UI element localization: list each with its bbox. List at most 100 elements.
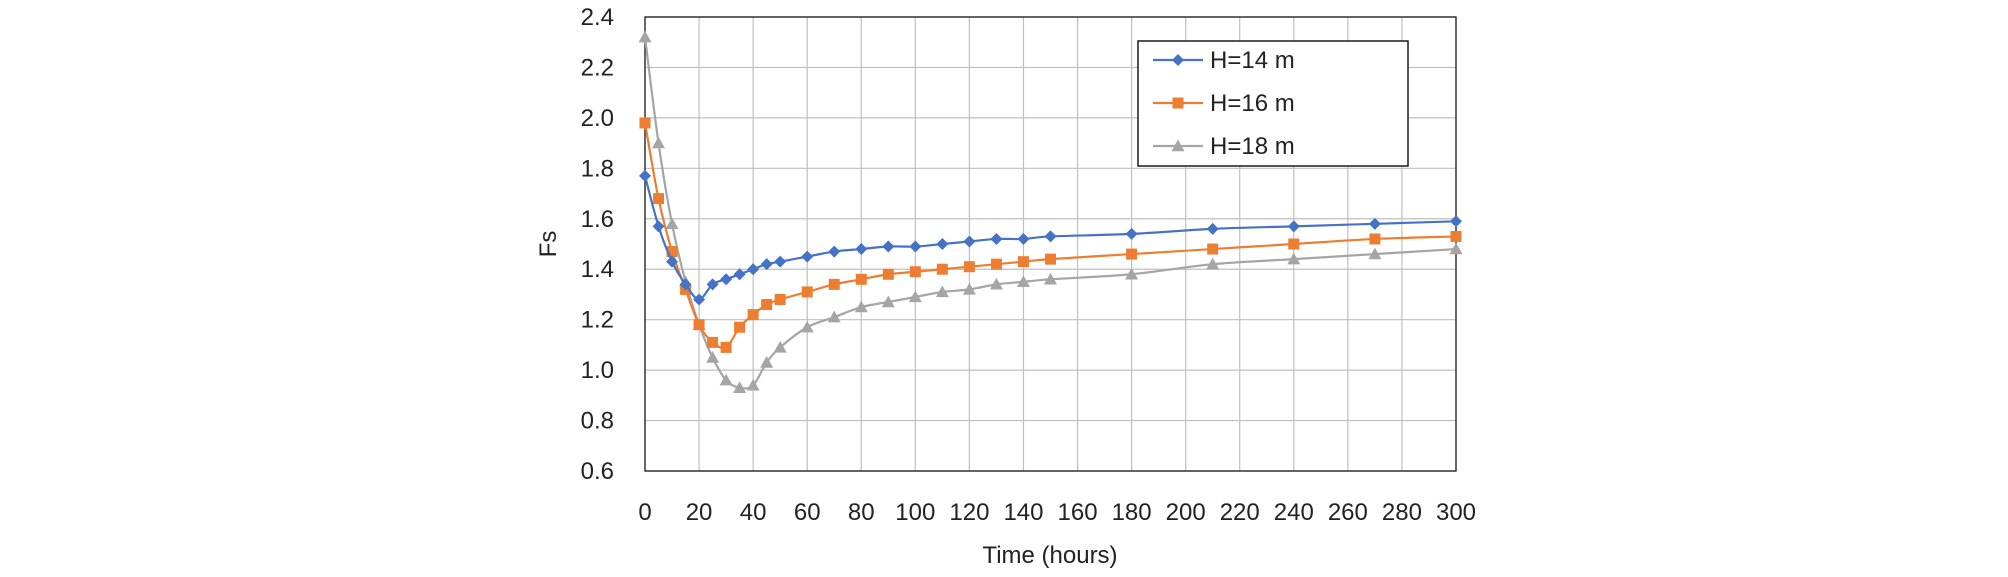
data-point bbox=[733, 381, 747, 393]
data-point bbox=[774, 293, 786, 305]
data-point bbox=[1449, 242, 1463, 255]
y-tick-label: 1.2 bbox=[581, 307, 614, 334]
y-tick-label: 0.6 bbox=[581, 458, 614, 485]
x-tick-label: 180 bbox=[1112, 499, 1152, 526]
data-point bbox=[693, 293, 706, 306]
data-point bbox=[747, 263, 760, 276]
data-point bbox=[666, 255, 679, 268]
data-point bbox=[1368, 247, 1382, 260]
x-tick-label: 160 bbox=[1058, 499, 1098, 526]
x-tick-label: 0 bbox=[638, 499, 651, 526]
data-point bbox=[881, 295, 895, 308]
x-tick-label: 280 bbox=[1382, 499, 1422, 526]
legend-items: H=14 m H=16 m H=18 m bbox=[1153, 47, 1295, 160]
data-point bbox=[652, 136, 666, 149]
y-axis-label: Fs bbox=[535, 231, 562, 258]
data-point bbox=[1288, 238, 1300, 250]
x-tick-label: 100 bbox=[895, 499, 935, 526]
legend-item: H=16 m bbox=[1153, 90, 1295, 117]
data-point bbox=[720, 273, 733, 286]
data-point bbox=[935, 285, 949, 298]
data-point bbox=[693, 319, 705, 331]
data-point bbox=[801, 286, 813, 298]
data-point bbox=[733, 268, 746, 281]
data-point bbox=[1287, 252, 1301, 265]
x-tick-label: 20 bbox=[686, 499, 713, 526]
x-tick-label: 120 bbox=[949, 499, 989, 526]
data-point bbox=[666, 246, 678, 258]
data-point bbox=[882, 240, 895, 253]
data-point bbox=[1206, 222, 1219, 235]
data-point bbox=[1044, 230, 1057, 243]
x-axis-tick-labels: 0 20 40 60 80 100 120 140 160 180 200 220 240 260 280 3… bbox=[638, 499, 1476, 526]
data-point bbox=[774, 255, 787, 268]
data-point bbox=[652, 220, 665, 233]
legend: H=14 m H=16 m H=18 m bbox=[1137, 40, 1409, 167]
data-point bbox=[1287, 220, 1300, 233]
x-tick-label: 300 bbox=[1436, 499, 1476, 526]
data-point bbox=[936, 263, 948, 275]
data-point bbox=[706, 278, 719, 291]
x-tick-label: 220 bbox=[1220, 499, 1260, 526]
data-point bbox=[1125, 227, 1138, 240]
data-point bbox=[909, 240, 922, 253]
data-point bbox=[1450, 215, 1462, 228]
legend-label: H=16 m bbox=[1210, 90, 1295, 117]
data-point bbox=[962, 282, 976, 295]
data-point bbox=[1016, 275, 1030, 288]
data-point bbox=[653, 193, 665, 205]
data-point bbox=[854, 300, 868, 313]
y-tick-label: 2.4 bbox=[581, 4, 614, 31]
legend-marker bbox=[1171, 139, 1185, 152]
series-layer bbox=[638, 30, 1463, 393]
data-point bbox=[990, 232, 1003, 245]
series-h-14-m bbox=[639, 169, 1462, 306]
data-point bbox=[773, 340, 787, 353]
data-point bbox=[1126, 248, 1138, 260]
data-point bbox=[1017, 256, 1029, 268]
data-point bbox=[800, 320, 814, 333]
data-point bbox=[989, 277, 1003, 290]
data-point bbox=[639, 117, 651, 129]
data-point bbox=[760, 258, 773, 271]
data-point bbox=[827, 310, 841, 323]
data-point bbox=[908, 290, 922, 303]
data-point bbox=[828, 278, 840, 290]
series-h-16-m bbox=[639, 117, 1462, 353]
data-point bbox=[747, 309, 759, 321]
data-point bbox=[882, 268, 894, 280]
data-point bbox=[638, 30, 652, 43]
data-point bbox=[734, 321, 746, 333]
legend-label: H=14 m bbox=[1210, 47, 1295, 74]
data-point bbox=[706, 351, 720, 363]
data-point bbox=[639, 169, 651, 182]
data-point bbox=[828, 245, 841, 258]
data-point bbox=[1125, 267, 1139, 280]
data-point bbox=[909, 266, 921, 278]
x-tick-label: 140 bbox=[1003, 499, 1043, 526]
data-point bbox=[1044, 272, 1057, 285]
data-point bbox=[963, 261, 975, 273]
x-tick-label: 260 bbox=[1328, 499, 1368, 526]
x-tick-label: 200 bbox=[1166, 499, 1206, 526]
data-point bbox=[720, 341, 732, 353]
data-point bbox=[761, 299, 773, 311]
data-point bbox=[801, 250, 814, 263]
data-point bbox=[1369, 233, 1381, 245]
data-point bbox=[1368, 217, 1381, 230]
data-point bbox=[1450, 230, 1462, 242]
y-tick-label: 1.4 bbox=[581, 256, 614, 283]
x-tick-label: 40 bbox=[740, 499, 767, 526]
data-point bbox=[679, 278, 692, 291]
x-tick-label: 60 bbox=[794, 499, 821, 526]
legend-item: H=14 m bbox=[1153, 47, 1295, 74]
data-point bbox=[719, 373, 733, 386]
y-axis-tick-labels: 0.6 0.8 1.0 1.2 1.4 1.6 1.8 2.0 2.2 2.4 bbox=[581, 4, 614, 485]
data-point bbox=[707, 336, 719, 348]
y-tick-label: 1.6 bbox=[581, 206, 614, 233]
data-point bbox=[760, 356, 774, 368]
data-point bbox=[746, 378, 760, 391]
data-point bbox=[855, 243, 868, 256]
